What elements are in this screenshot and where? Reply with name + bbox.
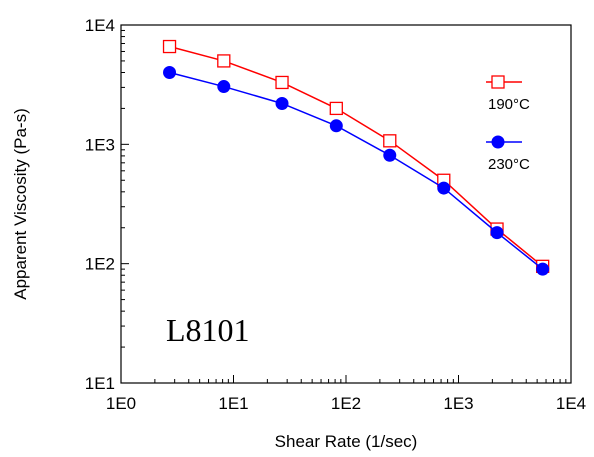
y-tick-label: 1E3 (85, 135, 115, 154)
legend-marker-1 (491, 75, 505, 89)
series-1-point (217, 54, 231, 68)
series-layer (162, 39, 550, 276)
legend-label-2: 230°C (488, 156, 530, 173)
y-tick-label: 1E4 (85, 16, 115, 35)
series-line-1 (169, 45, 544, 267)
x-tick-label: 1E4 (556, 394, 586, 413)
series-line-2 (169, 71, 544, 270)
series-2-point (217, 80, 231, 94)
series-1-point (383, 134, 397, 148)
series-1-point (275, 75, 289, 90)
x-tick-label: 1E0 (106, 394, 136, 413)
series-1-point (162, 39, 177, 54)
legend-label-1: 190°C (488, 96, 530, 113)
series-2-point (329, 119, 343, 133)
chart-annotation: L8101 (166, 312, 250, 348)
x-tick-label: 1E3 (443, 394, 473, 413)
series-2-point (275, 96, 289, 110)
series-2-point (383, 148, 397, 162)
x-axis-title: Shear Rate (1/sec) (275, 432, 418, 451)
x-tick-label: 1E1 (218, 394, 248, 413)
series-1-point (329, 101, 343, 116)
x-tick-label: 1E2 (331, 394, 361, 413)
y-axis-ticks: 1E1 1E2 1E3 1E4 (85, 16, 129, 393)
legend-marker-2 (491, 135, 505, 149)
y-tick-label: 1E2 (85, 255, 115, 274)
legend: 190°C 230°C (486, 75, 530, 173)
series-2-point (536, 262, 550, 276)
series-2-point (437, 181, 451, 195)
series-2-point (163, 65, 177, 79)
y-tick-label: 1E1 (85, 374, 115, 393)
y-axis-title: Apparent Viscosity (Pa-s) (11, 108, 30, 299)
x-axis-ticks: 1E0 1E1 1E2 1E3 1E4 (106, 375, 586, 413)
series-2-point (490, 226, 504, 240)
